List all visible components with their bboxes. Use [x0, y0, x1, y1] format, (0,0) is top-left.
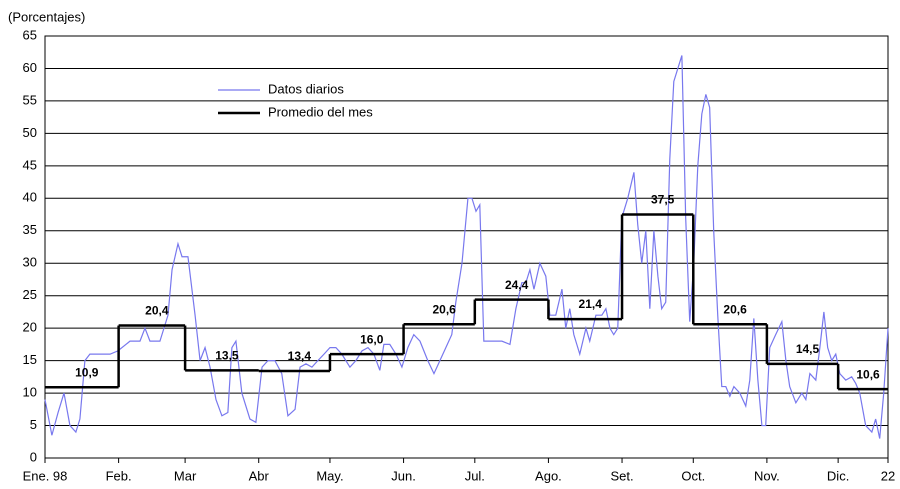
y-tick-label: 10 [23, 385, 37, 400]
x-tick-label: May. [316, 468, 343, 483]
y-tick-label: 15 [23, 352, 37, 367]
value-label: 16,0 [360, 332, 384, 346]
x-tick-label: Abr [249, 468, 270, 483]
legend-bg [214, 80, 424, 100]
y-axis-label: (Porcentajes) [8, 9, 85, 24]
x-tick-label: Jun. [391, 468, 416, 483]
x-tick-label: Mar [174, 468, 197, 483]
value-label: 21,4 [579, 297, 603, 311]
y-tick-label: 0 [30, 449, 37, 464]
value-label: 13,4 [288, 349, 312, 363]
y-tick-label: 50 [23, 125, 37, 140]
value-label: 20,4 [145, 304, 169, 318]
x-tick-label: Set. [610, 468, 633, 483]
x-tick-label: Oct. [681, 468, 705, 483]
value-label: 14,5 [796, 342, 820, 356]
x-tick-label: Jul. [465, 468, 485, 483]
y-tick-label: 65 [23, 27, 37, 42]
plot-frame [44, 35, 889, 459]
y-tick-label: 45 [23, 157, 37, 172]
legend-label: Datos diarios [268, 81, 344, 96]
legend-bg [214, 103, 424, 123]
legend-label: Promedio del mes [268, 104, 373, 119]
daily-line [44, 55, 889, 439]
y-tick-label: 5 [30, 417, 37, 432]
x-tick-label: Ene. 98 [23, 468, 68, 483]
value-label: 10,9 [75, 365, 99, 379]
x-tick-label: Ago. [535, 468, 562, 483]
value-label: 20,6 [723, 302, 747, 316]
x-tick-label: Dic. [827, 468, 849, 483]
x-tick-label: Feb. [106, 468, 132, 483]
y-tick-label: 55 [23, 92, 37, 107]
y-tick-label: 30 [23, 255, 37, 270]
x-tick-label: 22 [881, 468, 895, 483]
y-tick-label: 60 [23, 60, 37, 75]
value-label: 24,4 [505, 278, 529, 292]
y-tick-label: 25 [23, 287, 37, 302]
x-tick-label: Nov. [754, 468, 780, 483]
y-tick-label: 35 [23, 222, 37, 237]
y-tick-label: 20 [23, 320, 37, 335]
value-label: 13,5 [215, 349, 239, 363]
value-label: 20,6 [433, 302, 457, 316]
y-tick-label: 40 [23, 190, 37, 205]
value-label: 37,5 [651, 193, 675, 207]
value-label: 10,6 [856, 367, 880, 381]
